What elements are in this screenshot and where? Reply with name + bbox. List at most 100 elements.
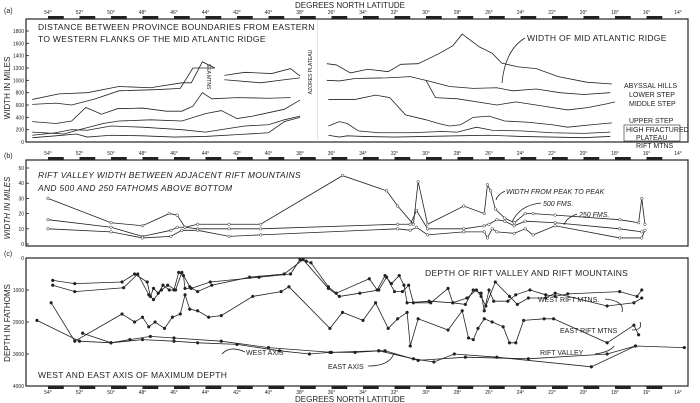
lat-bar-segment — [268, 16, 285, 19]
lat-bar-segment — [268, 386, 285, 389]
series-0-line — [32, 61, 216, 100]
series-1-point — [121, 286, 126, 290]
x-tick-label: 46° — [170, 390, 178, 396]
series-2-point — [522, 318, 526, 323]
panel-a-title-2: TO WESTERN FLANKS OF THE MID ATLANTIC RI… — [38, 34, 266, 44]
label-west-rift-mtns: WEST RIFT MTNS. — [538, 297, 599, 304]
series-2-line — [32, 92, 291, 124]
lat-bar-segment — [237, 386, 253, 389]
series-3-point — [35, 318, 39, 323]
series-0-point — [397, 273, 401, 278]
annotation-sea-mtns: SEA MTNS — [205, 64, 211, 90]
x-tick-label: 28° — [454, 151, 462, 157]
series-4-point — [353, 350, 357, 355]
series-2-point — [482, 230, 486, 234]
x-tick-label: 14° — [674, 151, 682, 157]
series-0-point — [492, 299, 496, 303]
series-2-point — [514, 341, 518, 345]
series-2-point — [415, 225, 419, 229]
x-tick-label: 18° — [611, 10, 619, 16]
series-1-point — [188, 285, 192, 289]
x-tick-label: 28° — [454, 390, 462, 396]
series-0-point — [485, 183, 489, 187]
series-4-point — [109, 341, 113, 345]
x-tick-label: 14° — [674, 390, 682, 396]
x-tick-label: 42° — [233, 390, 241, 396]
series-1-line — [326, 76, 611, 95]
series-1-line — [47, 209, 642, 237]
series-2-point — [416, 317, 420, 321]
x-tick-label: 24° — [517, 151, 525, 157]
lat-bar-segment — [583, 16, 600, 19]
series-1-point — [512, 224, 516, 228]
series-2-point — [227, 234, 231, 238]
y-tick-label: 1000 — [13, 78, 24, 84]
series-2-point — [490, 227, 494, 231]
series-1-point — [51, 283, 55, 287]
lat-bar-segment — [426, 16, 442, 19]
x-tick-label: 30° — [422, 151, 430, 157]
x-tick-label: 44° — [202, 10, 210, 16]
series-1-point — [474, 288, 479, 292]
series-2-point — [471, 337, 475, 342]
series-1-point — [392, 289, 397, 294]
series-2-point — [640, 236, 644, 240]
x-tick-label: 54° — [44, 10, 52, 16]
x-tick-label: 14° — [674, 10, 682, 16]
series-2-point — [396, 317, 400, 321]
series-0-point — [175, 213, 179, 217]
y-tick-label: 2000 — [13, 320, 24, 326]
series-2-point — [109, 230, 113, 234]
x-tick-label: 52° — [76, 10, 84, 16]
series-2-point — [405, 310, 409, 315]
series-0-point — [167, 212, 171, 216]
label-upper-step: UPPER STEP — [629, 118, 674, 125]
lat-bar-segment — [79, 16, 96, 19]
lat-bar-segment — [615, 386, 631, 389]
lat-bar-segment — [300, 157, 316, 160]
x-tick-label: 34° — [359, 151, 367, 157]
series-1-point — [465, 296, 469, 300]
lat-bar-segment — [646, 16, 663, 19]
series-0-point — [161, 283, 165, 287]
series-2-point — [132, 320, 137, 324]
series-2-point — [476, 326, 480, 331]
label-west-axis: WEST AXIS — [246, 350, 284, 357]
lat-bar-segment — [205, 16, 222, 19]
lat-bar-segment — [79, 157, 96, 160]
x-tick-label: 22° — [548, 151, 556, 157]
series-2-point — [408, 228, 412, 232]
series-2-point — [183, 293, 187, 297]
y-tick-label: 400 — [16, 115, 25, 121]
lat-bar-segment — [394, 16, 411, 19]
series-4-point — [219, 339, 223, 343]
series-2-point — [507, 341, 512, 345]
panel-c-label: (c) — [4, 251, 12, 258]
x-tick-label: 20° — [580, 10, 588, 16]
series-0-point — [227, 222, 231, 226]
series-1-point — [227, 227, 231, 231]
series-2-point — [460, 309, 464, 313]
annotation-ridge-arrow — [501, 37, 526, 84]
series-1-point — [640, 296, 644, 300]
series-1-point — [301, 257, 305, 262]
lat-bar-segment — [331, 157, 348, 160]
series-2-point — [279, 289, 283, 294]
series-2-point — [153, 320, 157, 324]
label-box — [623, 124, 681, 142]
lat-bar-segment — [111, 386, 127, 389]
series-3-point — [195, 341, 200, 345]
series-2-point — [251, 294, 255, 299]
series-4-point — [589, 365, 594, 369]
series-2-point — [49, 301, 53, 305]
panel-a-label: (a) — [4, 8, 13, 15]
series-0-point — [482, 309, 486, 313]
series-2-point — [219, 313, 223, 318]
series-2-point — [446, 328, 450, 332]
x-tick-label: 50° — [107, 390, 115, 396]
lat-bar-segment — [48, 386, 64, 389]
series-0-point — [553, 294, 557, 299]
lat-bar-segment — [520, 157, 537, 160]
lat-bar-segment — [205, 157, 222, 160]
series-2-point — [386, 326, 390, 331]
